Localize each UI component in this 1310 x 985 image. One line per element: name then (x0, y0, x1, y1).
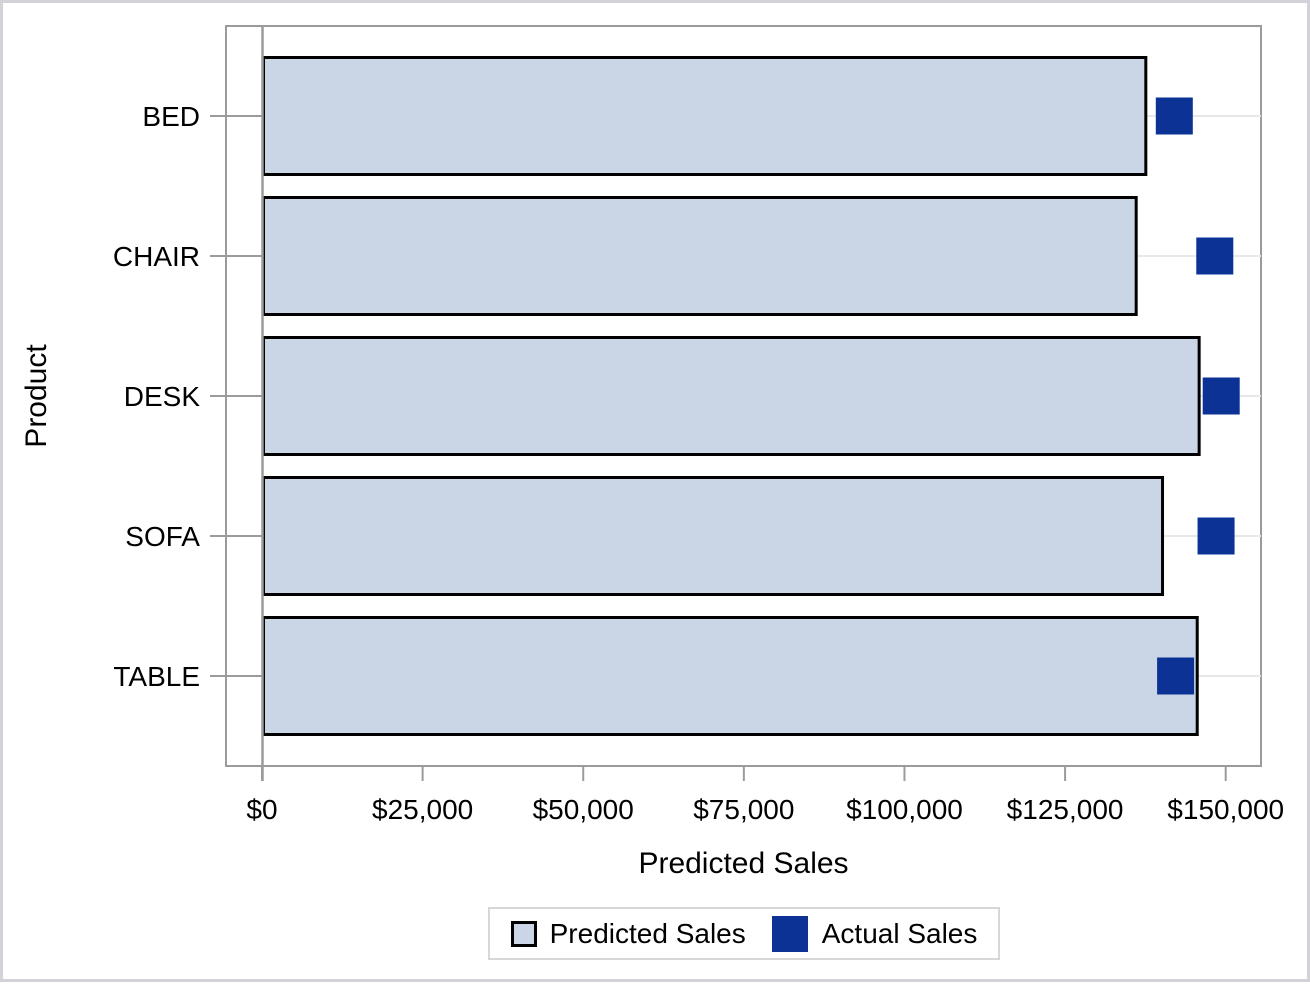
predicted-bar-chair (262, 196, 1138, 316)
actual-marker-desk (1202, 377, 1240, 415)
legend-item-predicted-sales: Predicted Sales (510, 917, 746, 950)
predicted-bar-bed (262, 56, 1148, 176)
y-tick-label-sofa: SOFA (125, 521, 200, 552)
legend-label-actual-sales: Actual Sales (821, 917, 978, 949)
y-tick-label-chair: CHAIR (113, 241, 200, 272)
x-tick-label-6: $150,000 (1167, 794, 1284, 825)
legend-label-predicted-sales: Predicted Sales (549, 917, 746, 949)
y-tick-label-table: TABLE (113, 661, 200, 692)
actual-marker-table (1157, 657, 1195, 695)
actual-sales-swatch-icon (771, 915, 808, 952)
x-axis-title: Predicted Sales (638, 847, 849, 880)
actual-marker-bed (1155, 97, 1193, 135)
actual-marker-sofa (1197, 517, 1235, 555)
predicted-bar-desk (262, 336, 1201, 456)
y-tick-label-bed: BED (142, 101, 200, 132)
predicted-bar-table (262, 616, 1199, 736)
y-axis-title: Product (20, 344, 53, 448)
actual-marker-chair (1196, 237, 1234, 275)
y-tick-label-desk: DESK (124, 381, 201, 412)
x-tick-label-2: $50,000 (533, 794, 634, 825)
legend-item-actual-sales: Actual Sales (771, 915, 978, 952)
x-tick-label-4: $100,000 (846, 794, 963, 825)
x-tick-label-5: $125,000 (1007, 794, 1124, 825)
hbar-chart-plot: BED CHAIR DESK SOFA TABLE $0 $25,000 $50,000 $75… (113, 25, 1284, 825)
predicted-bar-sofa (262, 476, 1165, 596)
x-tick-label-0: $0 (246, 794, 277, 825)
legend: Predicted Sales Actual Sales (488, 907, 1000, 960)
predicted-sales-swatch-icon (510, 920, 537, 947)
x-tick-label-1: $25,000 (372, 794, 473, 825)
x-tick-label-3: $75,000 (693, 794, 794, 825)
